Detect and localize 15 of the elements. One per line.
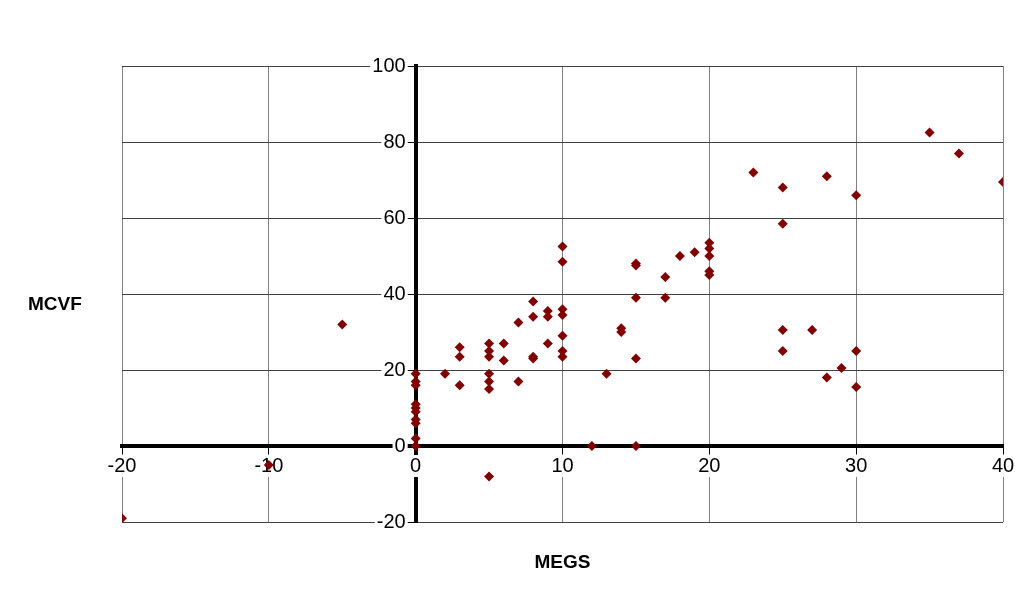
y-tick-label: 20 [383, 357, 406, 380]
x-tick-label: -20 [107, 453, 137, 476]
y-tick-label: 80 [383, 129, 406, 152]
y-tick-label: 0 [394, 433, 406, 456]
x-tick-label: 40 [991, 453, 1015, 476]
x-tick-label: 10 [551, 453, 574, 476]
y-tick-label: -20 [376, 509, 406, 532]
x-axis-title: MEGS [534, 551, 591, 573]
x-tick-label: 30 [845, 453, 868, 476]
x-tick-label: 0 [410, 453, 422, 476]
y-tick-label: 40 [383, 281, 406, 304]
y-axis-title: MCVF [28, 293, 82, 315]
y-tick-label: 100 [372, 53, 406, 76]
y-tick-label: 60 [383, 205, 406, 228]
x-tick-label: 20 [698, 453, 721, 476]
